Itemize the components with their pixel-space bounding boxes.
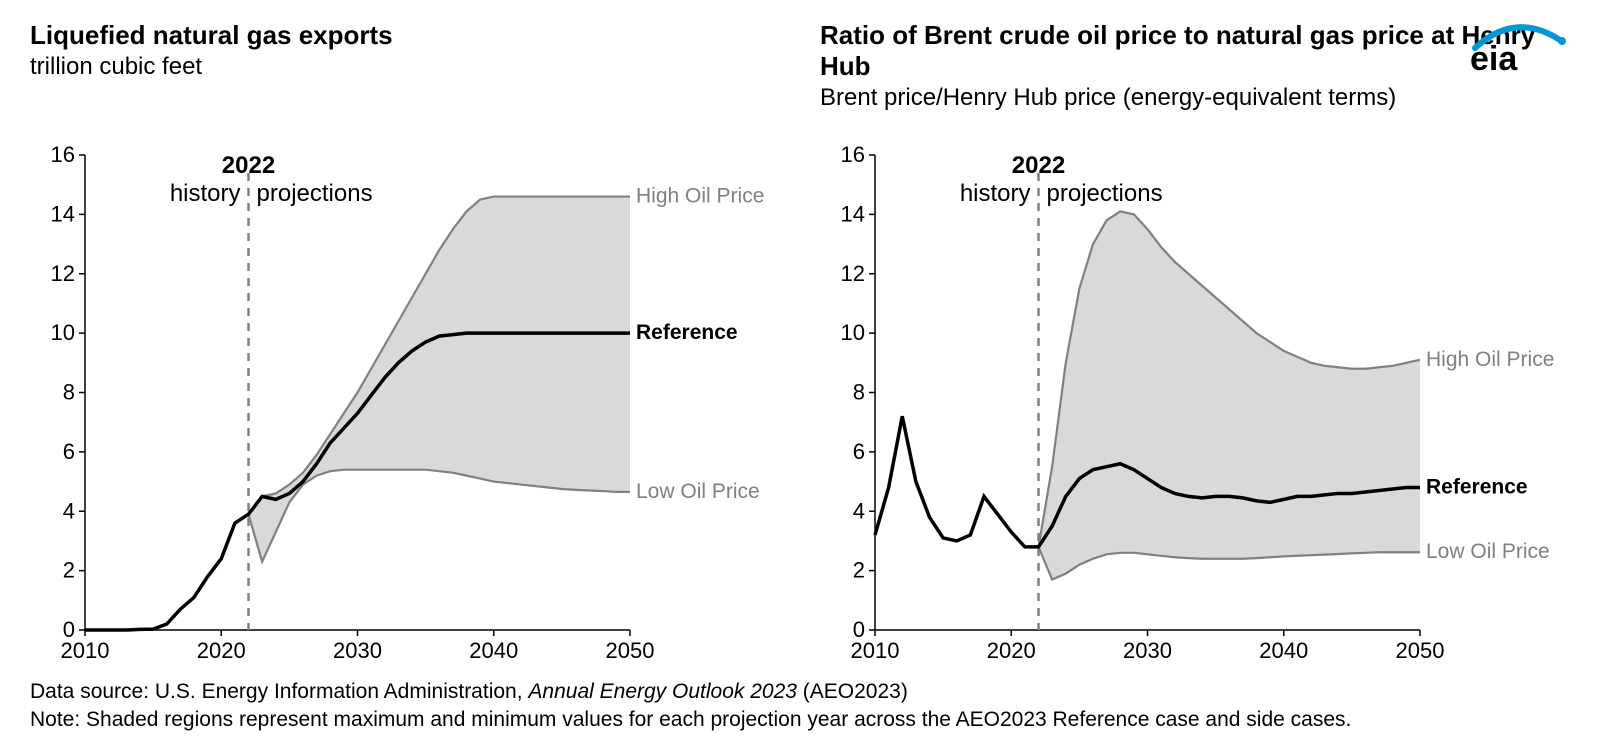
y-tick-label: 14 (51, 201, 75, 226)
low-line (85, 470, 630, 630)
footer-source-suffix: (AEO2023) (797, 680, 908, 703)
y-tick-label: 6 (63, 439, 75, 464)
y-tick-label: 10 (51, 320, 75, 345)
left-chart-panel: Liquefied natural gas exports trillion c… (30, 20, 780, 670)
band-fill (875, 211, 1420, 579)
x-tick-label: 2020 (987, 638, 1036, 663)
reference-end-label: Reference (1426, 476, 1528, 499)
x-tick-label: 2020 (197, 638, 246, 663)
eia-logo: eia (1460, 16, 1570, 76)
history-label: history (170, 180, 241, 207)
x-tick-label: 2030 (333, 638, 382, 663)
footer-note: Note: Shaded regions represent maximum a… (30, 706, 1570, 734)
projection-year-label: 2022 (222, 152, 275, 179)
low-end-label: Low Oil Price (1426, 540, 1550, 563)
y-tick-label: 4 (853, 498, 865, 523)
y-tick-label: 4 (63, 498, 75, 523)
y-tick-label: 16 (841, 142, 865, 167)
y-tick-label: 2 (853, 558, 865, 583)
projections-label: projections (257, 180, 373, 207)
left-chart: 0246810121416201020202030204020502022his… (30, 140, 780, 670)
y-tick-label: 8 (63, 380, 75, 405)
right-chart-title: Ratio of Brent crude oil price to natura… (820, 20, 1570, 82)
right-chart: 0246810121416201020202030204020502022his… (820, 140, 1570, 670)
history-label: history (960, 180, 1031, 207)
x-tick-label: 2040 (469, 638, 518, 663)
y-tick-label: 16 (51, 142, 75, 167)
y-tick-label: 12 (51, 261, 75, 286)
y-tick-label: 14 (841, 201, 865, 226)
y-tick-label: 8 (853, 380, 865, 405)
y-tick-label: 10 (841, 320, 865, 345)
chart-footer: Data source: U.S. Energy Information Adm… (0, 670, 1600, 735)
low-end-label: Low Oil Price (636, 480, 760, 503)
left-chart-title: Liquefied natural gas exports (30, 20, 780, 51)
x-tick-label: 2050 (1396, 638, 1445, 663)
x-tick-label: 2040 (1259, 638, 1308, 663)
y-tick-label: 6 (853, 439, 865, 464)
projections-label: projections (1047, 180, 1163, 207)
x-tick-label: 2030 (1123, 638, 1172, 663)
right-chart-subtitle: Brent price/Henry Hub price (energy-equi… (820, 84, 1570, 112)
svg-text:eia: eia (1470, 40, 1518, 76)
y-tick-label: 2 (63, 558, 75, 583)
projection-year-label: 2022 (1012, 152, 1065, 179)
footer-source-prefix: Data source: U.S. Energy Information Adm… (30, 680, 528, 703)
left-chart-subtitle: trillion cubic feet (30, 53, 780, 81)
x-tick-label: 2010 (851, 638, 900, 663)
high-end-label: High Oil Price (636, 185, 764, 208)
x-tick-label: 2050 (606, 638, 655, 663)
reference-end-label: Reference (636, 321, 738, 344)
y-tick-label: 12 (841, 261, 865, 286)
right-chart-panel: Ratio of Brent crude oil price to natura… (820, 20, 1570, 670)
x-tick-label: 2010 (61, 638, 110, 663)
high-end-label: High Oil Price (1426, 348, 1554, 371)
footer-source-italic: Annual Energy Outlook 2023 (528, 680, 797, 703)
